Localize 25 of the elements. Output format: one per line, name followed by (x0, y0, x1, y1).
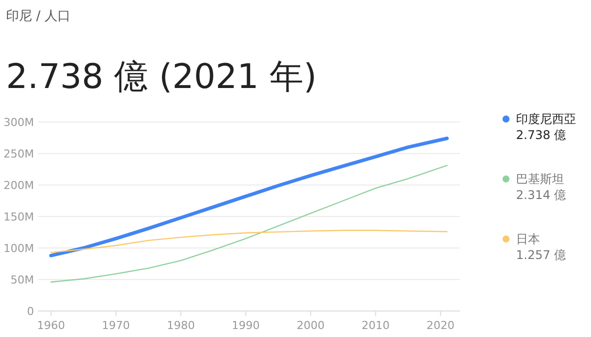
y-tick-label: 100M (4, 242, 34, 255)
line-series (50, 230, 448, 254)
x-tick-label: 2020 (426, 319, 455, 332)
text: 印尼 / 人口 (6, 9, 71, 24)
y-tick-label: 150M (4, 210, 34, 224)
x-tick-label: 1990 (232, 319, 260, 332)
y-tick-label: 200M (4, 179, 34, 192)
chart-title: 2.738 億 (2021 年) (6, 57, 317, 97)
line-series (49, 136, 449, 258)
text: 2.738 億 (516, 128, 566, 142)
x-tick-label: 2000 (296, 319, 325, 332)
y-tick-label: 300M (4, 116, 34, 129)
x-tick-label: 1980 (166, 319, 195, 332)
legend-label: 印度尼西亞 (516, 112, 576, 126)
line-series (50, 164, 448, 283)
x-tick-label: 1960 (36, 319, 65, 332)
y-tick-label: 0 (27, 305, 34, 318)
y-tick-label: 250M (4, 148, 34, 160)
legend-label: 日本 (516, 232, 540, 246)
text: 1.257 億 (516, 248, 566, 262)
x-tick-label: 2010 (362, 319, 390, 332)
x-tick-label: 1970 (102, 319, 130, 332)
y-tick-label: 50M (10, 274, 34, 286)
text: 2.314 億 (516, 188, 566, 202)
legend-label: 巴基斯坦 (516, 172, 564, 186)
